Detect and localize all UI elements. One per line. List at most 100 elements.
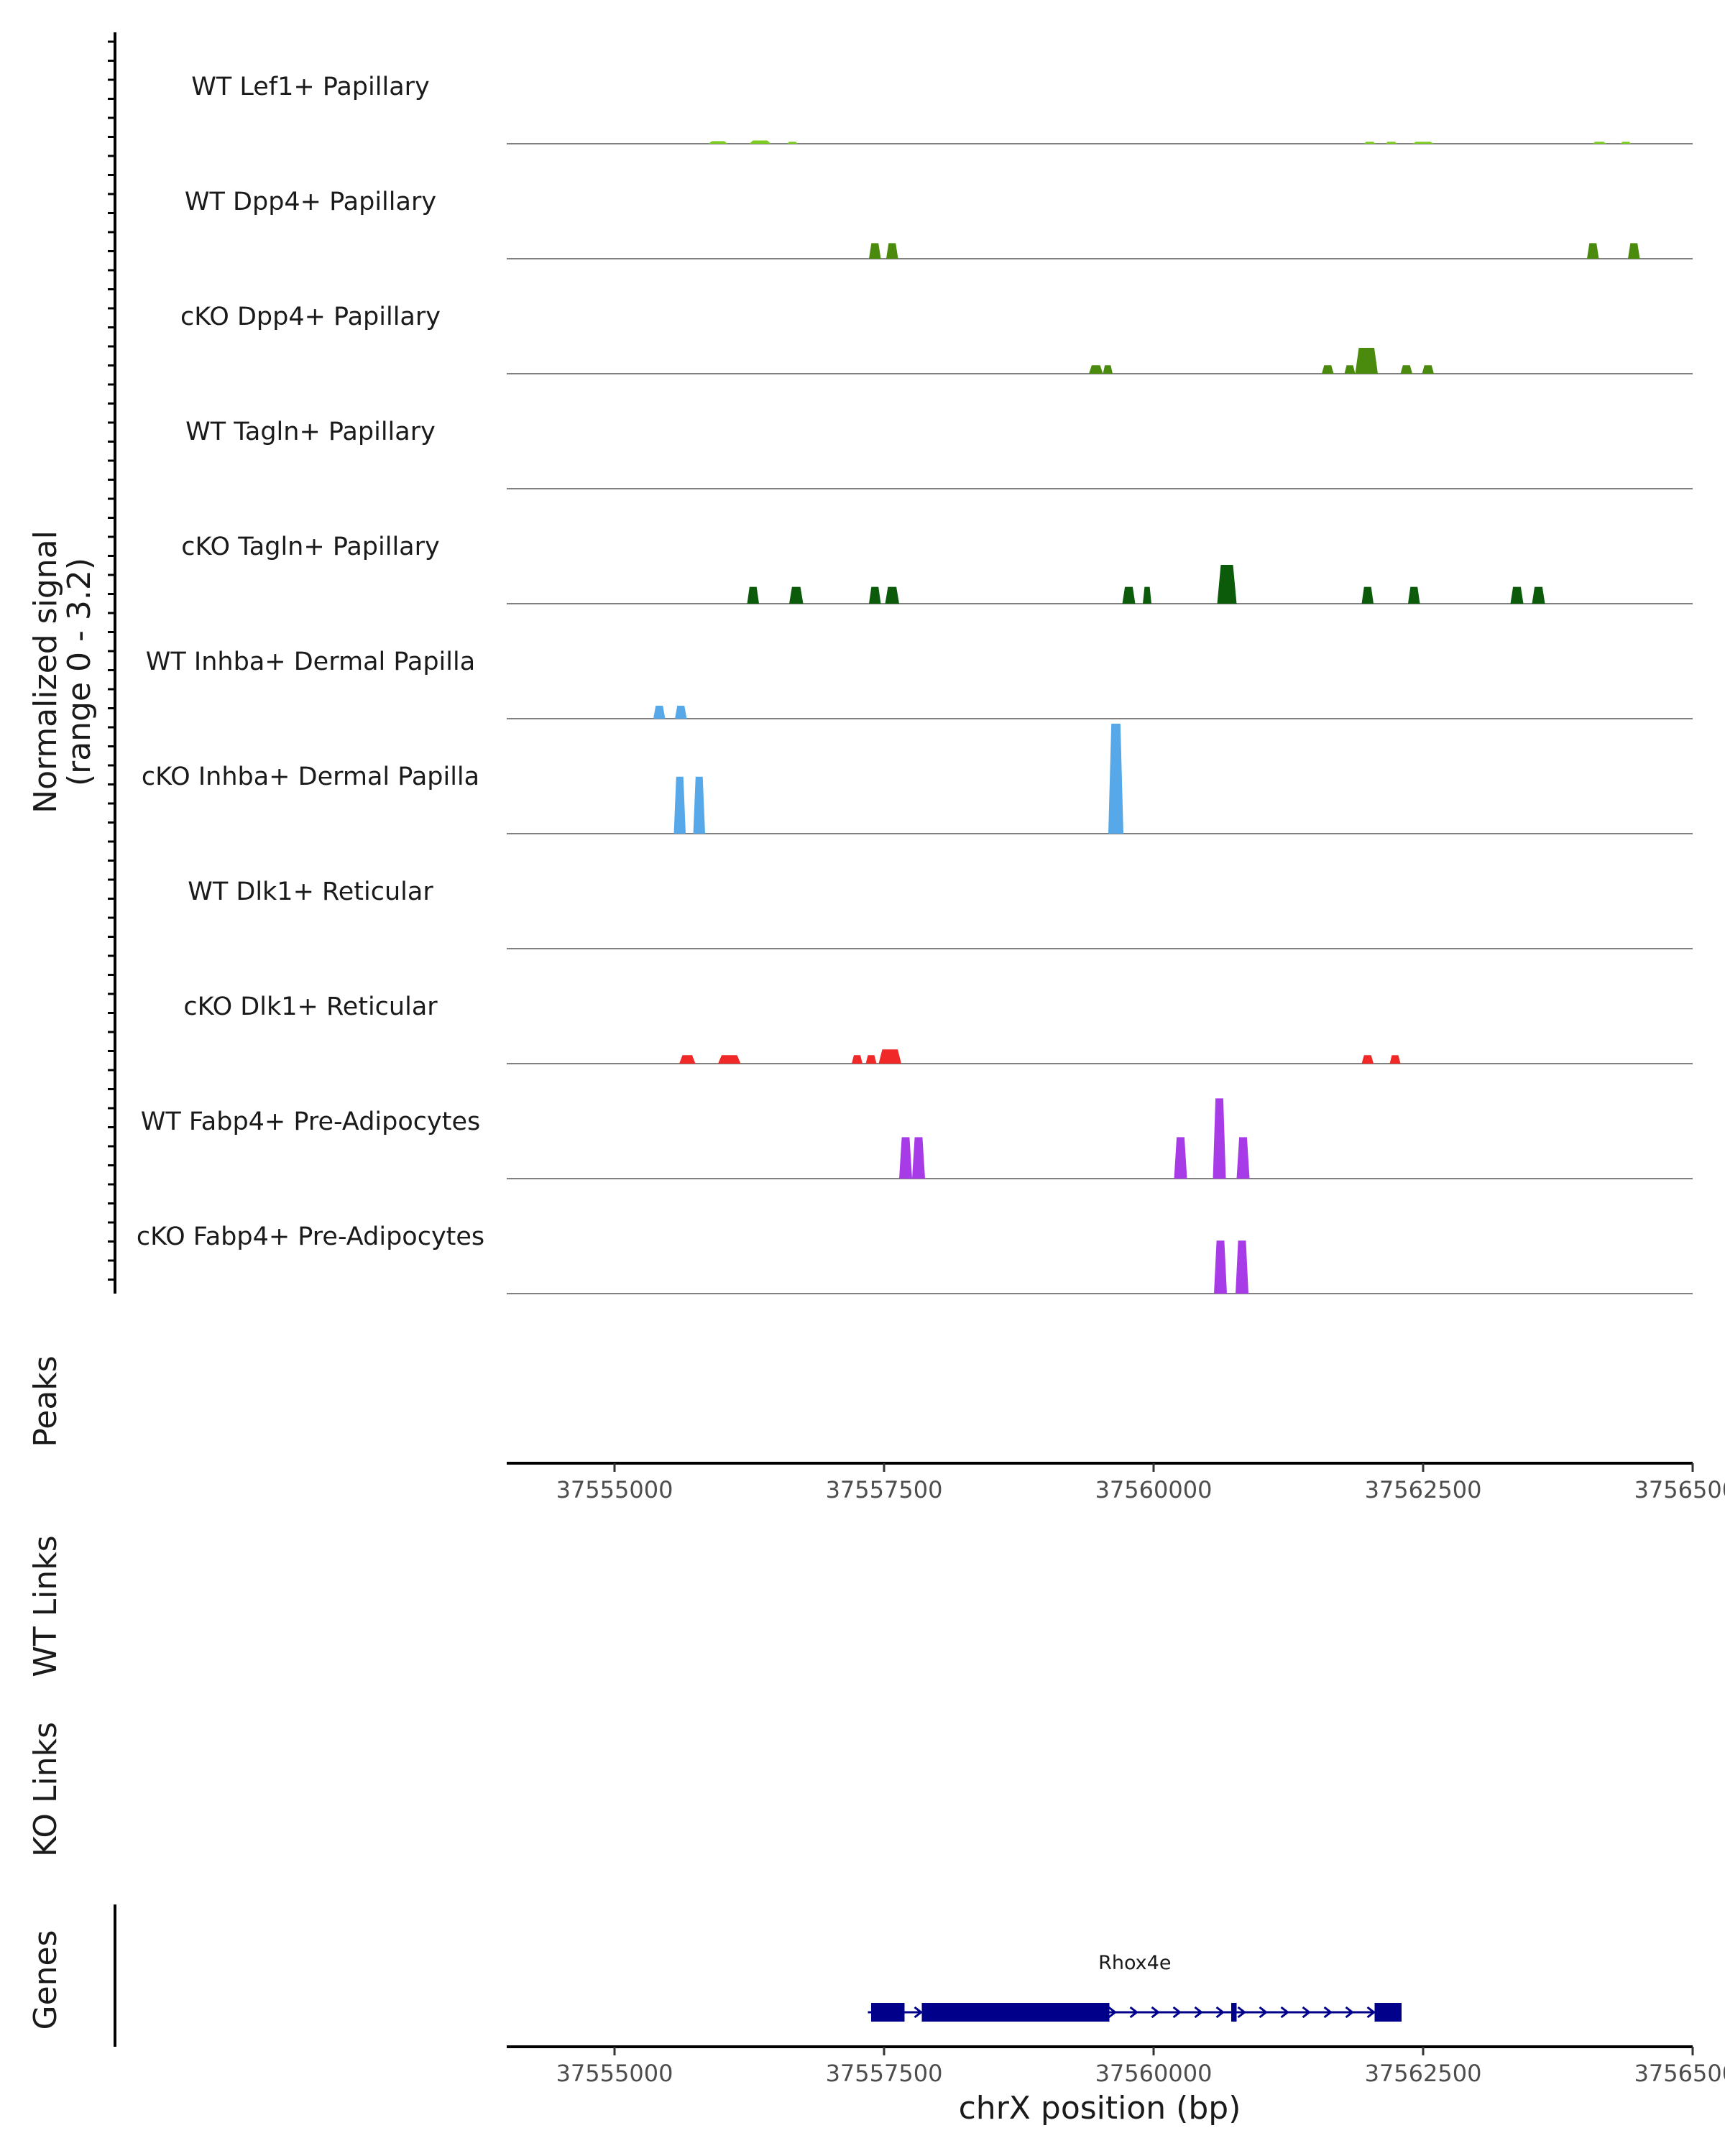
coverage-tracks: WT Lef1+ Papillary WT Dpp4+ Papillary cKO … bbox=[137, 73, 1693, 1294]
track: cKO Inhba+ Dermal Papilla bbox=[142, 724, 1693, 834]
signal-peak bbox=[693, 776, 705, 834]
signal-peak bbox=[1355, 348, 1378, 374]
signal-peak bbox=[1422, 365, 1434, 374]
track: WT Tagln+ Papillary bbox=[185, 418, 1693, 489]
track: cKO Dlk1+ Reticular bbox=[183, 992, 1693, 1064]
track: cKO Tagln+ Papillary bbox=[181, 533, 1693, 604]
signal-peak bbox=[1143, 586, 1151, 604]
track-label: cKO Dpp4+ Papillary bbox=[180, 303, 441, 331]
signal-peak bbox=[1592, 142, 1606, 144]
signal-peak bbox=[1236, 1240, 1248, 1294]
signal-y-axis-range: (range 0 - 3.2) bbox=[61, 558, 98, 786]
x-tick-label: 37555000 bbox=[556, 2060, 673, 2087]
strand-arrow bbox=[1323, 2006, 1333, 2019]
signal-peak bbox=[885, 586, 899, 604]
signal-peak bbox=[869, 243, 881, 259]
gene-exon bbox=[871, 2003, 905, 2022]
signal-peak bbox=[1236, 1137, 1250, 1179]
signal-peak bbox=[1363, 142, 1376, 144]
signal-peak bbox=[1322, 365, 1334, 374]
track: WT Lef1+ Papillary bbox=[191, 73, 1693, 144]
x-tick-label: 37562500 bbox=[1365, 1476, 1482, 1503]
signal-peak bbox=[865, 1055, 877, 1064]
strand-arrow bbox=[1302, 2006, 1311, 2019]
track: WT Fabp4+ Pre-Adipocytes bbox=[141, 1098, 1693, 1179]
signal-peak bbox=[789, 586, 804, 604]
strand-arrow bbox=[1194, 2006, 1203, 2019]
strand-arrow bbox=[1366, 2006, 1376, 2019]
strand-arrow bbox=[1129, 2006, 1138, 2019]
signal-y-ticks bbox=[108, 40, 115, 1281]
signal-peak bbox=[1510, 586, 1524, 604]
track: cKO Dpp4+ Papillary bbox=[180, 303, 1693, 374]
signal-peak bbox=[899, 1137, 912, 1179]
signal-peak bbox=[787, 142, 798, 144]
ko-links-panel-label: KO Links bbox=[27, 1722, 64, 1857]
signal-peak bbox=[1412, 142, 1434, 144]
signal-peak bbox=[1344, 365, 1356, 374]
signal-peak bbox=[1408, 586, 1420, 604]
genes-panel-label: Genes bbox=[27, 1930, 64, 2030]
signal-peak bbox=[878, 1049, 901, 1064]
signal-peak bbox=[1361, 1055, 1374, 1064]
x-tick-label: 37557500 bbox=[826, 1476, 943, 1503]
signal-peak bbox=[1217, 565, 1237, 604]
peaks-x-axis-ticks: 37555000 37557500 37560000 37562500 37565000 bbox=[556, 1463, 1725, 1503]
signal-peak bbox=[675, 706, 687, 719]
signal-peak bbox=[1628, 243, 1640, 259]
x-tick-label: 37562500 bbox=[1365, 2060, 1482, 2087]
strand-arrow bbox=[1151, 2006, 1160, 2019]
x-tick-label: 37555000 bbox=[556, 1476, 673, 1503]
signal-peak bbox=[1213, 1098, 1226, 1179]
signal-peak bbox=[679, 1055, 696, 1064]
track: WT Dpp4+ Papillary bbox=[185, 188, 1693, 259]
strand-arrow bbox=[1237, 2006, 1246, 2019]
x-tick-label: 37557500 bbox=[826, 2060, 943, 2087]
signal-peak bbox=[869, 586, 881, 604]
track-label: cKO Tagln+ Papillary bbox=[181, 533, 440, 561]
track-label: WT Tagln+ Papillary bbox=[185, 418, 436, 446]
strand-arrow bbox=[1280, 2006, 1289, 2019]
track-label: WT Inhba+ Dermal Papilla bbox=[146, 648, 475, 676]
track: cKO Fabp4+ Pre-Adipocytes bbox=[137, 1222, 1693, 1294]
strand-arrow bbox=[1215, 2006, 1225, 2019]
signal-peak bbox=[708, 141, 728, 144]
track-label: WT Dlk1+ Reticular bbox=[188, 877, 433, 906]
signal-peak bbox=[1389, 1055, 1401, 1064]
signal-peak bbox=[1214, 1240, 1227, 1294]
signal-peak bbox=[1089, 365, 1103, 374]
x-tick-label: 37560000 bbox=[1095, 2060, 1213, 2087]
wt-links-panel-label: WT Links bbox=[27, 1535, 64, 1677]
signal-peak bbox=[912, 1137, 925, 1179]
signal-peak bbox=[1385, 142, 1397, 144]
strand-arrow bbox=[914, 2006, 923, 2019]
gene-model bbox=[868, 2003, 1402, 2022]
signal-peak bbox=[1361, 586, 1374, 604]
x-tick-label: 37565000 bbox=[1634, 2060, 1725, 2087]
signal-peak bbox=[1587, 243, 1599, 259]
gene-label: Rhox4e bbox=[1098, 1952, 1171, 1974]
gene-exon bbox=[1374, 2003, 1402, 2022]
strand-arrow bbox=[1259, 2006, 1268, 2019]
strand-arrow bbox=[1108, 2006, 1117, 2019]
signal-peak bbox=[653, 706, 666, 719]
x-tick-label: 37565000 bbox=[1634, 1476, 1725, 1503]
track-label: WT Fabp4+ Pre-Adipocytes bbox=[141, 1107, 480, 1136]
track-label: cKO Fabp4+ Pre-Adipocytes bbox=[137, 1222, 484, 1251]
x-tick-label: 37560000 bbox=[1095, 1476, 1213, 1503]
genes-x-axis-ticks: 37555000 37557500 37560000 37562500 37565000 bbox=[556, 2047, 1725, 2087]
signal-peak bbox=[718, 1055, 741, 1064]
signal-peak bbox=[1174, 1137, 1187, 1179]
peaks-panel-label: Peaks bbox=[27, 1355, 64, 1447]
signal-peak bbox=[1620, 142, 1632, 144]
track-label: WT Dpp4+ Papillary bbox=[185, 188, 436, 216]
track-label: WT Lef1+ Papillary bbox=[191, 73, 430, 101]
signal-peak bbox=[852, 1055, 862, 1064]
signal-peak bbox=[747, 586, 759, 604]
signal-y-axis-title: Normalized signal bbox=[27, 530, 64, 814]
track-label: cKO Inhba+ Dermal Papilla bbox=[142, 763, 479, 791]
track: WT Inhba+ Dermal Papilla bbox=[146, 648, 1693, 719]
strand-arrow bbox=[1172, 2006, 1182, 2019]
signal-peak bbox=[673, 776, 686, 834]
strand-arrow bbox=[1345, 2006, 1354, 2019]
